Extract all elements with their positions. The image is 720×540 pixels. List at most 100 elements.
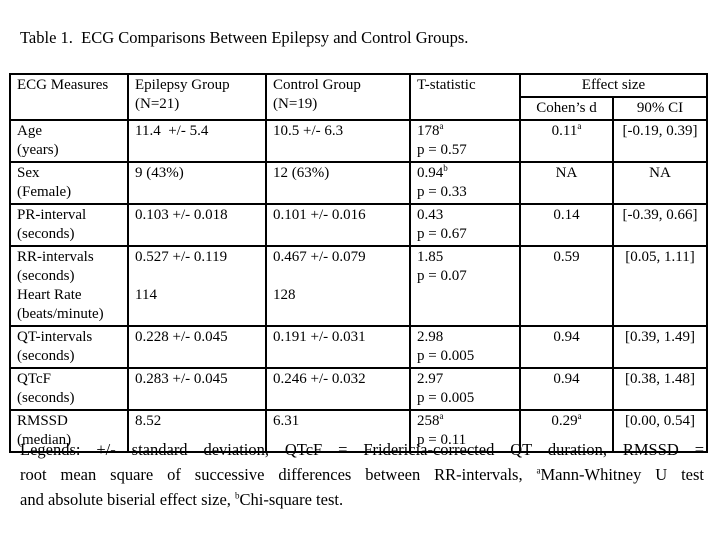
t-statistic-value: 0.43: [417, 206, 516, 225]
measure-cell: RMSSD (median): [9, 409, 129, 453]
epilepsy-value-cell: 0.228 +/- 0.045: [127, 325, 267, 369]
cohens-d-value: 0.11: [551, 123, 578, 139]
legend-text: Chi-square test.: [239, 490, 344, 509]
ci-cell: [0.00, 0.54]: [612, 409, 708, 453]
ecg-comparison-table: ECG Measures Epilepsy Group (N=21) Contr…: [9, 73, 708, 453]
table-row: QT-intervals (seconds) 0.228 +/- 0.045 0.1…: [9, 325, 708, 369]
t-statistic-cell: 178a p = 0.57: [409, 119, 521, 163]
header-cohens-d: Cohen’s d: [519, 96, 614, 121]
legend-superscript: a: [536, 465, 541, 476]
cohens-d-value: 0.94: [553, 371, 580, 387]
t-superscript: b: [443, 163, 448, 173]
control-value-cell: 0.467 +/- 0.079 128: [265, 245, 411, 327]
header-effect-size: Effect size: [519, 73, 708, 98]
measure-cell: PR-interval (seconds): [9, 203, 129, 247]
legend-line: and absolute biserial effect size, bChi-…: [20, 487, 704, 512]
cohens-d-superscript: a: [577, 121, 582, 131]
measure-cell: RR-intervals (seconds) Heart Rate (beats…: [9, 245, 129, 327]
table-row: QTcF (seconds) 0.283 +/- 0.045 0.246 +/- 0…: [9, 367, 708, 411]
header-control-group: Control Group (N=19): [265, 73, 411, 121]
t-statistic-cell: 2.97 p = 0.005: [409, 367, 521, 411]
t-value: 2.97: [417, 371, 444, 387]
cohens-d-value: 0.29: [551, 413, 578, 429]
t-superscript: a: [439, 411, 444, 421]
table-row: Age (years) 11.4 +/- 5.4 10.5 +/- 6.3 178a p…: [9, 119, 708, 163]
header-t-statistic: T-statistic: [409, 73, 521, 121]
measure-cell: Sex (Female): [9, 161, 129, 205]
control-value-cell: 0.101 +/- 0.016: [265, 203, 411, 247]
cohens-d-cell: 0.11a: [519, 119, 614, 163]
t-superscript: a: [439, 121, 444, 131]
epilepsy-value-cell: 0.283 +/- 0.045: [127, 367, 267, 411]
p-value: p = 0.57: [417, 142, 467, 158]
p-value: p = 0.005: [417, 390, 475, 406]
p-value: p = 0.67: [417, 226, 467, 242]
cohens-d-value: 0.14: [553, 207, 580, 223]
t-value: 0.94: [417, 165, 444, 181]
t-value: 258: [417, 413, 440, 429]
t-statistic-cell: 258a p = 0.11: [409, 409, 521, 453]
t-statistic-cell: 0.43 p = 0.67: [409, 203, 521, 247]
t-statistic-cell: 2.98 p = 0.005: [409, 325, 521, 369]
cohens-d-cell: 0.94: [519, 367, 614, 411]
p-value: p = 0.33: [417, 184, 467, 200]
epilepsy-value-cell: 0.527 +/- 0.119 114: [127, 245, 267, 327]
cohens-d-cell: NA: [519, 161, 614, 205]
control-value-cell: 6.31: [265, 409, 411, 453]
t-value: 178: [417, 123, 440, 139]
table-row: PR-interval (seconds) 0.103 +/- 0.018 0.10…: [9, 203, 708, 247]
t-statistic-value: 1.85: [417, 248, 516, 267]
table-row: RMSSD (median) 8.52 6.31 258a p = 0.11 0.29a[…: [9, 409, 708, 453]
cohens-d-cell: 0.14: [519, 203, 614, 247]
epilepsy-value-cell: 8.52: [127, 409, 267, 453]
legend-line: Legends: +/- standard deviation, QTcF = …: [20, 437, 704, 462]
epilepsy-value-cell: 0.103 +/- 0.018: [127, 203, 267, 247]
legend-text: root mean square of successive differenc…: [20, 465, 537, 484]
t-statistic-cell: 1.85 p = 0.07: [409, 245, 521, 327]
ci-cell: [-0.39, 0.66]: [612, 203, 708, 247]
t-statistic-value: 0.94b: [417, 164, 516, 183]
measure-cell: Age (years): [9, 119, 129, 163]
control-value-cell: 0.246 +/- 0.032: [265, 367, 411, 411]
ci-cell: [0.38, 1.48]: [612, 367, 708, 411]
header-epilepsy-group: Epilepsy Group (N=21): [127, 73, 267, 121]
t-statistic-cell: 0.94b p = 0.33: [409, 161, 521, 205]
control-value-cell: 12 (63%): [265, 161, 411, 205]
ci-cell: NA: [612, 161, 708, 205]
control-value-cell: 0.191 +/- 0.031: [265, 325, 411, 369]
t-value: 0.43: [417, 207, 444, 223]
t-value: 2.98: [417, 329, 444, 345]
cohens-d-cell: 0.29a: [519, 409, 614, 453]
measure-cell: QTcF (seconds): [9, 367, 129, 411]
legend-superscript: b: [235, 490, 240, 501]
header-ecg-measures: ECG Measures: [9, 73, 129, 121]
cohens-d-cell: 0.59: [519, 245, 614, 327]
p-value: p = 0.11: [417, 432, 467, 448]
p-value: p = 0.07: [417, 268, 467, 284]
legend-text: and absolute biserial effect size,: [20, 490, 236, 509]
cohens-d-cell: 0.94: [519, 325, 614, 369]
t-statistic-value: 2.98: [417, 328, 516, 347]
t-statistic-value: 2.97: [417, 370, 516, 389]
legend-text: Mann-Whitney U test: [540, 465, 704, 484]
legend-line: root mean square of successive differenc…: [20, 462, 704, 487]
ci-cell: [0.39, 1.49]: [612, 325, 708, 369]
p-value: p = 0.005: [417, 348, 475, 364]
legend-text: Legends: +/- standard deviation, QTcF = …: [20, 440, 704, 459]
control-value-cell: 10.5 +/- 6.3: [265, 119, 411, 163]
epilepsy-value-cell: 11.4 +/- 5.4: [127, 119, 267, 163]
t-statistic-value: 258a: [417, 412, 516, 431]
cohens-d-superscript: a: [577, 411, 582, 421]
ci-cell: [0.05, 1.11]: [612, 245, 708, 327]
table-body: Age (years) 11.4 +/- 5.4 10.5 +/- 6.3 178a p…: [9, 119, 708, 453]
table-row: RR-intervals (seconds) Heart Rate (beats…: [9, 245, 708, 327]
t-statistic-value: 178a: [417, 122, 516, 141]
cohens-d-value: 0.94: [553, 329, 580, 345]
cohens-d-value: 0.59: [553, 249, 580, 265]
ci-cell: [-0.19, 0.39]: [612, 119, 708, 163]
table-row: Sex (Female) 9 (43%) 12 (63%) 0.94b p = 0.33…: [9, 161, 708, 205]
legend: Legends: +/- standard deviation, QTcF = …: [20, 437, 704, 512]
epilepsy-value-cell: 9 (43%): [127, 161, 267, 205]
table-header: ECG Measures Epilepsy Group (N=21) Contr…: [9, 73, 708, 121]
